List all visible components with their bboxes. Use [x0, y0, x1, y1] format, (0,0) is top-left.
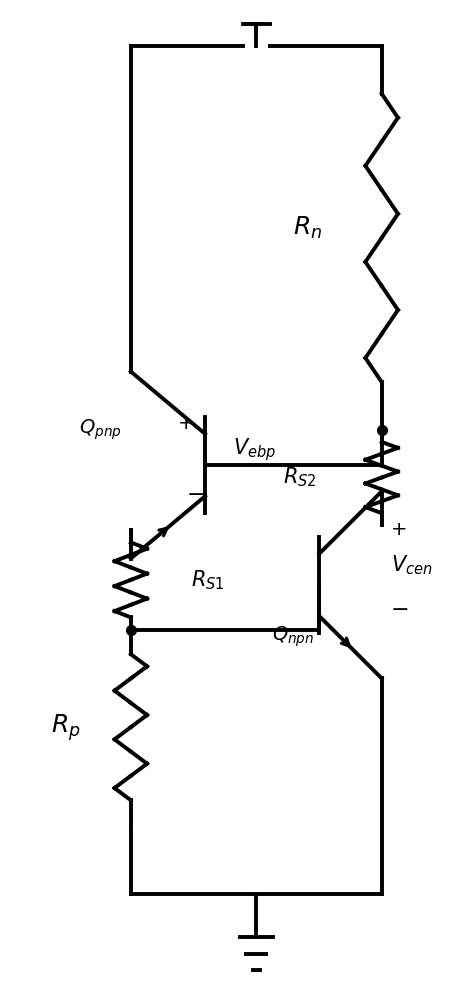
- Text: −: −: [186, 485, 205, 505]
- Text: −: −: [391, 600, 410, 620]
- Text: $R_n$: $R_n$: [293, 215, 322, 241]
- Text: $R_p$: $R_p$: [51, 712, 81, 743]
- Text: $Q_{npn}$: $Q_{npn}$: [272, 625, 315, 649]
- Text: +: +: [391, 520, 407, 539]
- Text: $R_{S1}$: $R_{S1}$: [191, 568, 225, 592]
- Text: $V_{ebp}$: $V_{ebp}$: [233, 437, 276, 463]
- Text: $Q_{pnp}$: $Q_{pnp}$: [79, 418, 122, 442]
- Text: $V_{cen}$: $V_{cen}$: [391, 553, 432, 577]
- Text: +: +: [178, 414, 195, 433]
- Text: $R_{S2}$: $R_{S2}$: [283, 466, 316, 489]
